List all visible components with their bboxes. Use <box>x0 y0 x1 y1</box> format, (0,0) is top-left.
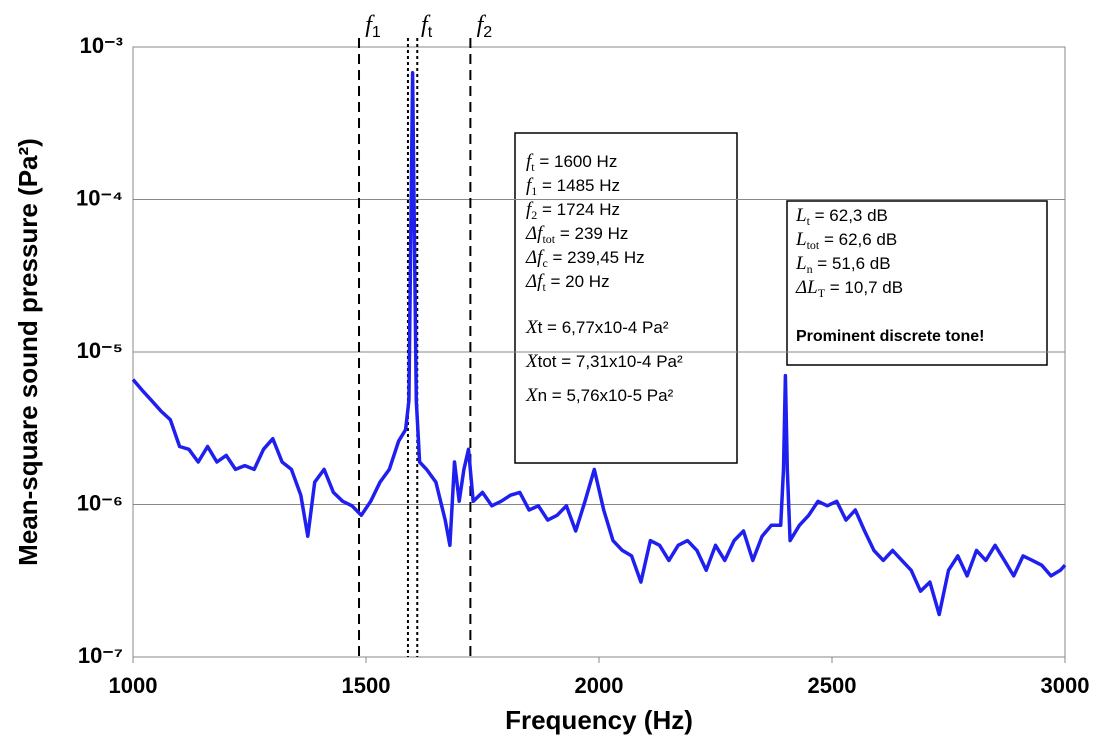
symbol: L <box>795 229 807 250</box>
annotation-line: Δft = 20 Hz <box>525 271 610 293</box>
annotation-line: ΔLT = 10,7 dB <box>795 277 903 299</box>
symbol: X <box>525 317 539 338</box>
symbol: X <box>525 351 539 372</box>
value: = 1485 Hz <box>537 176 620 195</box>
x-tick-label: 2000 <box>575 673 624 698</box>
symbol: f <box>526 175 534 196</box>
symbol: L <box>795 205 807 226</box>
value: t = 6,77x10-4 Pa² <box>538 318 669 337</box>
y-tick-label: 10⁻⁴ <box>76 185 123 210</box>
subscript: t <box>428 24 433 41</box>
subscript: 2 <box>483 24 492 41</box>
symbol: ΔL <box>795 277 818 298</box>
symbol-label: ft <box>421 12 433 42</box>
subscript: tot <box>807 238 820 252</box>
symbol: f <box>526 151 534 172</box>
x-tick-label: 3000 <box>1041 673 1090 698</box>
value: = 62,6 dB <box>819 230 897 249</box>
value: = 20 Hz <box>546 272 610 291</box>
value: = 62,3 dB <box>810 206 888 225</box>
symbol: f <box>526 199 534 220</box>
subscript: 1 <box>372 24 381 41</box>
symbol: f <box>365 12 375 38</box>
y-axis-label: Mean-square sound pressure (Pa²) <box>13 138 43 566</box>
symbol: Δf <box>525 271 545 292</box>
y-tick-label: 10⁻⁷ <box>78 643 123 668</box>
symbol: X <box>525 385 539 406</box>
symbol: Δf <box>525 223 545 244</box>
subscript: c <box>542 256 547 270</box>
subscript: T <box>818 286 826 300</box>
value: = 239 Hz <box>555 224 628 243</box>
value: = 51,6 dB <box>813 254 891 273</box>
subscript: tot <box>542 232 555 246</box>
annotation-line: f2 = 1724 Hz <box>526 199 620 221</box>
subscript: t <box>807 214 811 228</box>
y-tick-label: 10⁻⁶ <box>77 490 123 515</box>
x-tick-label: 1000 <box>109 673 158 698</box>
annotation-line: Δfc = 239,45 Hz <box>525 247 645 269</box>
annotation-line: f1 = 1485 Hz <box>526 175 620 197</box>
result-box <box>786 200 1048 366</box>
value: = 1724 Hz <box>537 200 620 219</box>
annotation-line: Ln = 51,6 dB <box>795 253 891 275</box>
symbol: f <box>477 12 487 38</box>
x-axis-label: Frequency (Hz) <box>505 705 693 735</box>
value: n = 5,76x10-5 Pa² <box>538 386 674 405</box>
subscript: n <box>807 262 813 276</box>
symbol-label: f2 <box>477 12 493 42</box>
subscript: 1 <box>531 184 537 198</box>
y-tick-label: 10⁻⁵ <box>77 338 123 363</box>
symbol: L <box>795 253 807 274</box>
annotation-line: Lt = 62,3 dB <box>795 205 888 227</box>
value: tot = 7,31x10-4 Pa² <box>538 352 683 371</box>
annotation-note: Prominent discrete tone! <box>796 328 984 345</box>
value: = 239,45 Hz <box>548 248 645 267</box>
x-tick-label: 2500 <box>808 673 857 698</box>
symbol-label: f1 <box>365 12 381 42</box>
subscript: 2 <box>531 208 537 222</box>
annotation-line: Xt = 6,77x10-4 Pa² <box>525 317 669 338</box>
annotation-line: Xtot = 7,31x10-4 Pa² <box>525 351 683 372</box>
symbol: f <box>421 12 431 38</box>
subscript: t <box>531 160 535 174</box>
info-box <box>514 132 738 464</box>
symbol: Δf <box>525 247 545 268</box>
x-tick-label: 1500 <box>342 673 391 698</box>
value: = 10,7 dB <box>825 278 903 297</box>
value: = 1600 Hz <box>535 152 618 171</box>
subscript: t <box>542 280 546 294</box>
y-tick-label: 10⁻³ <box>80 33 123 58</box>
annotation-line: Xn = 5,76x10-5 Pa² <box>525 385 674 406</box>
spectrum-line <box>131 71 1067 617</box>
annotation-line: Δftot = 239 Hz <box>525 223 628 245</box>
annotation-line: Ltot = 62,6 dB <box>795 229 897 251</box>
annotation-line: ft = 1600 Hz <box>526 151 617 173</box>
